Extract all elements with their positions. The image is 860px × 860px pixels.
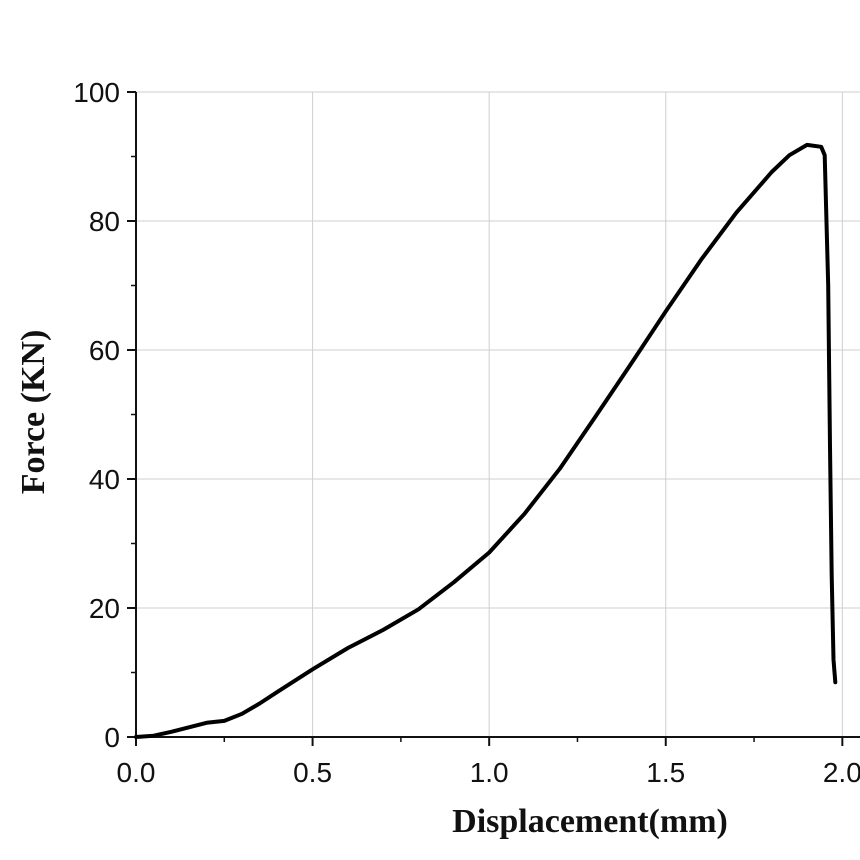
y-tick-label: 100: [73, 77, 120, 108]
grid: [136, 91, 860, 737]
x-tick-label: 0.5: [293, 757, 332, 788]
y-tick-label: 80: [89, 206, 120, 237]
x-tick-label: 1.5: [646, 757, 685, 788]
x-axis-title: Displacement(mm): [452, 803, 728, 840]
tick-labels: 0 20 40 60 80 100 0.0 0.5 1.0 1.5 2.0: [73, 77, 860, 788]
y-tick-label: 40: [89, 464, 120, 495]
y-tick-label: 20: [89, 593, 120, 624]
series-layer: [134, 142, 838, 739]
y-tick-label: 0: [104, 722, 120, 753]
axes: [127, 91, 860, 746]
x-tick-label: 2.0: [823, 757, 860, 788]
y-axis-title: Force (KN): [15, 330, 52, 495]
x-tick-label: 0.0: [117, 757, 156, 788]
y-tick-label: 60: [89, 335, 120, 366]
x-tick-label: 1.0: [470, 757, 509, 788]
series-line-0: [134, 142, 838, 739]
